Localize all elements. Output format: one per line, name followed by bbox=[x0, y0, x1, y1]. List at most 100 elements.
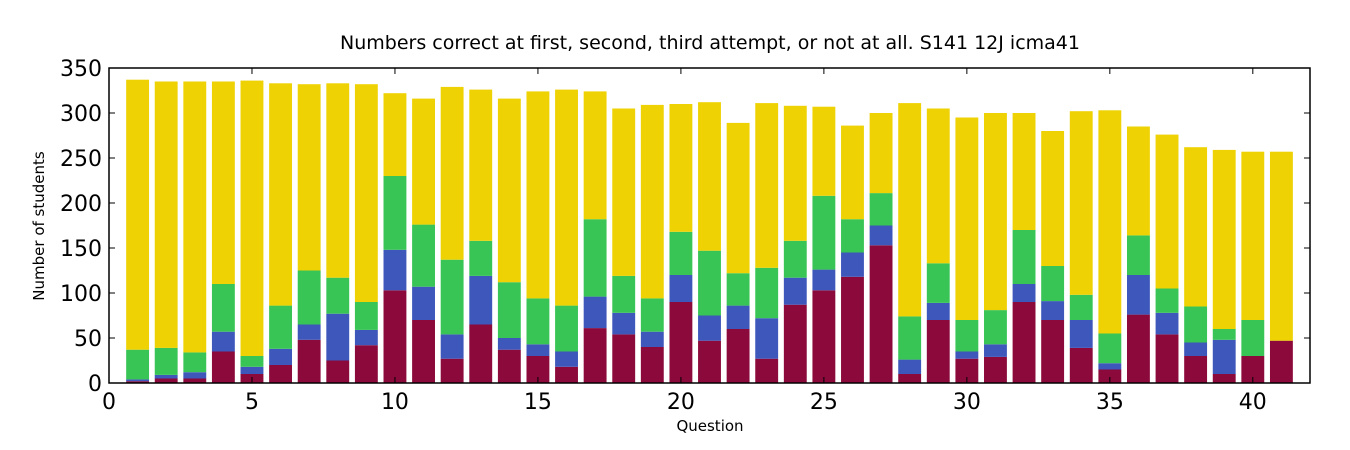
bar-q24-segment-3 bbox=[783, 240, 807, 278]
bar-q30-segment-3 bbox=[955, 320, 979, 352]
bar-q4-segment-2 bbox=[211, 331, 235, 352]
plot-frame bbox=[108, 67, 1311, 384]
bar-q16-segment-1 bbox=[555, 366, 578, 383]
bar-q18-segment-2 bbox=[612, 312, 636, 335]
bar-q2-segment-1 bbox=[154, 378, 178, 383]
bar-q23-segment-1 bbox=[755, 358, 779, 383]
bar-q30-segment-1 bbox=[955, 358, 979, 383]
bar-q36-segment-4 bbox=[1126, 126, 1150, 236]
bar-q4-segment-4 bbox=[211, 81, 235, 284]
bar-q17-segment-1 bbox=[583, 328, 607, 383]
bar-q2-segment-4 bbox=[154, 81, 178, 348]
bar-q17-segment-4 bbox=[583, 91, 607, 220]
bar-q27-segment-2 bbox=[869, 225, 893, 246]
bar-q21-segment-4 bbox=[698, 102, 721, 251]
y-tick-label: 100 bbox=[60, 282, 102, 307]
bar-q29-segment-1 bbox=[926, 320, 950, 383]
bar-q12-segment-1 bbox=[440, 358, 464, 383]
x-tick-label: 0 bbox=[102, 390, 116, 415]
bar-q39-segment-2 bbox=[1212, 339, 1236, 374]
bar-q1-segment-3 bbox=[126, 349, 150, 380]
x-tick-label: 10 bbox=[381, 390, 409, 415]
bar-q3-segment-4 bbox=[183, 81, 207, 353]
bar-q29-segment-2 bbox=[926, 302, 950, 320]
bar-q21-segment-2 bbox=[698, 315, 721, 341]
bar-q36-segment-2 bbox=[1126, 275, 1150, 315]
bar-q21-segment-3 bbox=[698, 250, 721, 316]
bar-q27-segment-1 bbox=[869, 245, 893, 383]
bar-q32-segment-1 bbox=[1012, 302, 1036, 383]
bar-q26-segment-4 bbox=[841, 125, 864, 220]
bar-q19-segment-1 bbox=[640, 347, 664, 383]
bar-q23-segment-2 bbox=[755, 318, 779, 359]
bar-q6-segment-3 bbox=[269, 305, 293, 349]
bar-q10-segment-1 bbox=[383, 290, 407, 383]
bar-q27-segment-3 bbox=[869, 193, 893, 226]
bar-q8-segment-1 bbox=[326, 360, 350, 383]
bar-q20-segment-3 bbox=[669, 231, 693, 275]
y-tick-label: 0 bbox=[88, 372, 102, 397]
bar-q34-segment-2 bbox=[1069, 320, 1093, 348]
bar-q40-segment-3 bbox=[1241, 320, 1265, 356]
bar-q16-segment-2 bbox=[555, 351, 578, 367]
bar-q36-segment-1 bbox=[1126, 314, 1150, 383]
bar-q25-segment-4 bbox=[812, 106, 836, 196]
bar-q39-segment-3 bbox=[1212, 329, 1236, 340]
bar-q23-segment-3 bbox=[755, 267, 779, 319]
bar-q9-segment-4 bbox=[354, 84, 378, 302]
bar-q1-segment-2 bbox=[126, 379, 150, 382]
bar-q29-segment-4 bbox=[926, 108, 950, 264]
y-tick-label: 150 bbox=[60, 237, 102, 262]
bar-q16-segment-3 bbox=[555, 305, 578, 352]
bar-q19-segment-3 bbox=[640, 298, 664, 332]
bar-q20-segment-4 bbox=[669, 104, 693, 232]
bar-q7-segment-1 bbox=[297, 339, 321, 383]
bar-q9-segment-2 bbox=[354, 329, 378, 346]
bar-q8-segment-4 bbox=[326, 83, 350, 278]
bar-q10-segment-4 bbox=[383, 93, 407, 176]
bar-q38-segment-4 bbox=[1184, 147, 1208, 307]
bar-q6-segment-2 bbox=[269, 348, 293, 365]
bar-q19-segment-2 bbox=[640, 331, 664, 347]
bar-q8-segment-2 bbox=[326, 313, 350, 361]
bar-q18-segment-1 bbox=[612, 334, 636, 383]
bar-q21-segment-1 bbox=[698, 340, 721, 383]
bar-q33-segment-4 bbox=[1041, 131, 1065, 266]
bar-q41-segment-1 bbox=[1269, 340, 1293, 383]
x-tick-label: 40 bbox=[1239, 390, 1267, 415]
bar-q7-segment-2 bbox=[297, 324, 321, 340]
y-tick-label: 200 bbox=[60, 192, 102, 217]
bar-q10-segment-2 bbox=[383, 249, 407, 291]
bar-q11-segment-1 bbox=[412, 320, 435, 383]
ticks-layer: 0 5 10 15 20 25 30 35 40 0 50 100 150 200 250 300 350 bbox=[60, 57, 1310, 415]
bar-q33-segment-3 bbox=[1041, 266, 1065, 302]
bar-q35-segment-1 bbox=[1098, 369, 1122, 383]
bar-q15-segment-4 bbox=[526, 91, 550, 299]
bar-q31-segment-1 bbox=[984, 356, 1007, 383]
bar-q15-segment-3 bbox=[526, 298, 550, 345]
bar-q7-segment-4 bbox=[297, 84, 321, 271]
bar-q23-segment-4 bbox=[755, 103, 779, 268]
bar-q6-segment-1 bbox=[269, 365, 293, 383]
bar-q8-segment-3 bbox=[326, 277, 350, 314]
bar-q3-segment-1 bbox=[183, 378, 207, 383]
y-tick-label: 250 bbox=[60, 147, 102, 172]
bar-q33-segment-2 bbox=[1041, 301, 1065, 320]
bar-q36-segment-3 bbox=[1126, 235, 1150, 275]
bar-q41-segment-4 bbox=[1269, 151, 1293, 341]
bar-q16-segment-4 bbox=[555, 89, 578, 306]
bar-q11-segment-2 bbox=[412, 286, 435, 320]
bar-q2-segment-3 bbox=[154, 347, 178, 375]
bar-q32-segment-3 bbox=[1012, 230, 1036, 284]
bar-q12-segment-4 bbox=[440, 86, 464, 260]
bar-q12-segment-2 bbox=[440, 334, 464, 359]
chart-title: Numbers correct at first, second, third … bbox=[340, 32, 1080, 54]
bar-q37-segment-1 bbox=[1155, 334, 1179, 383]
bar-q18-segment-3 bbox=[612, 275, 636, 313]
bar-q14-segment-2 bbox=[497, 338, 521, 350]
bar-q30-segment-2 bbox=[955, 351, 979, 359]
bar-q10-segment-3 bbox=[383, 176, 407, 250]
bar-q20-segment-1 bbox=[669, 302, 693, 383]
x-tick-label: 20 bbox=[667, 390, 695, 415]
bar-q35-segment-4 bbox=[1098, 110, 1122, 334]
